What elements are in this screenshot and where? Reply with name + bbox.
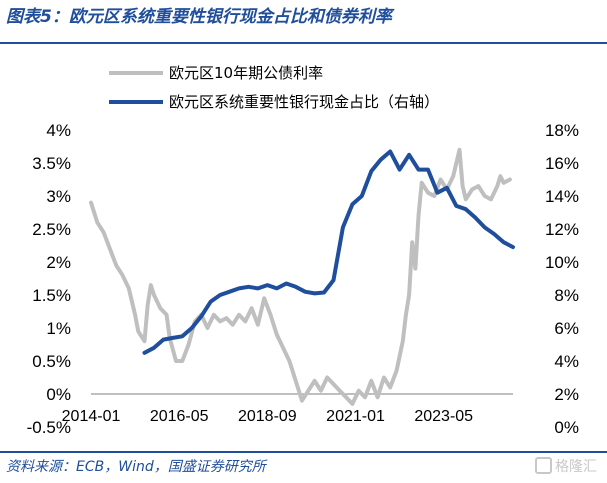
y-right-tick-label: 10% (545, 253, 579, 272)
y-right-tick-label: 14% (545, 187, 579, 206)
y-right-tick-label: 2% (554, 385, 579, 404)
x-tick-label: 2018-09 (238, 408, 297, 425)
series-layer (89, 147, 515, 406)
y-right-tick-label: 6% (554, 319, 579, 338)
y-left-tick-label: 3.5% (32, 154, 71, 173)
x-tick-label: 2023-05 (414, 408, 473, 425)
y-left-tick-label: -0.5% (27, 418, 71, 437)
y-right-tick-label: 18% (545, 121, 579, 140)
y-right-tick-label: 12% (545, 220, 579, 239)
y-left-tick-label: 1% (46, 319, 71, 338)
y-left-tick-label: 2.5% (32, 220, 71, 239)
series-line-cash-ratio (142, 149, 515, 355)
y-right-tick-label: 16% (545, 154, 579, 173)
y-left-tick-label: 3% (46, 187, 71, 206)
series-line-bond-yield (89, 147, 512, 406)
chart-title: 图表5：欧元区系统重要性银行现金占比和债券利率 (6, 7, 392, 27)
footer-rule (0, 451, 607, 453)
y-left-tick-label: 0.5% (32, 352, 71, 371)
y-right-tick-label: 0% (554, 418, 579, 437)
legend-label-yield: 欧元区10年期公债利率 (169, 64, 323, 82)
x-tick-label: 2021-01 (326, 408, 385, 425)
legend-label-cash: 欧元区系统重要性银行现金占比（右轴） (169, 93, 439, 111)
x-tick-label: 2014-01 (62, 408, 121, 425)
y-right-tick-label: 4% (554, 352, 579, 371)
title-rule (0, 42, 607, 44)
y-left-tick-label: 0% (46, 385, 71, 404)
watermark-text: 格隆汇 (555, 459, 597, 475)
watermark: 格隆汇 (535, 456, 597, 476)
y-right-tick-label: 8% (554, 286, 579, 305)
y-left-tick-label: 2% (46, 253, 71, 272)
legend: 欧元区10年期公债利率 欧元区系统重要性银行现金占比（右轴） (109, 64, 439, 111)
y-left-tick-label: 4% (46, 121, 71, 140)
y-left-tick-label: 1.5% (32, 286, 71, 305)
axes: -0.5% 0% 0.5% 1% 1.5% 2% 2.5% 3% 3.5% 4% 0% 2% 4% 6% 8… (27, 121, 579, 437)
x-tick-label: 2016-05 (150, 408, 209, 425)
watermark-logo-icon (535, 457, 552, 474)
source-note: 资料来源：ECB，Wind，国盛证券研究所 (6, 459, 266, 475)
